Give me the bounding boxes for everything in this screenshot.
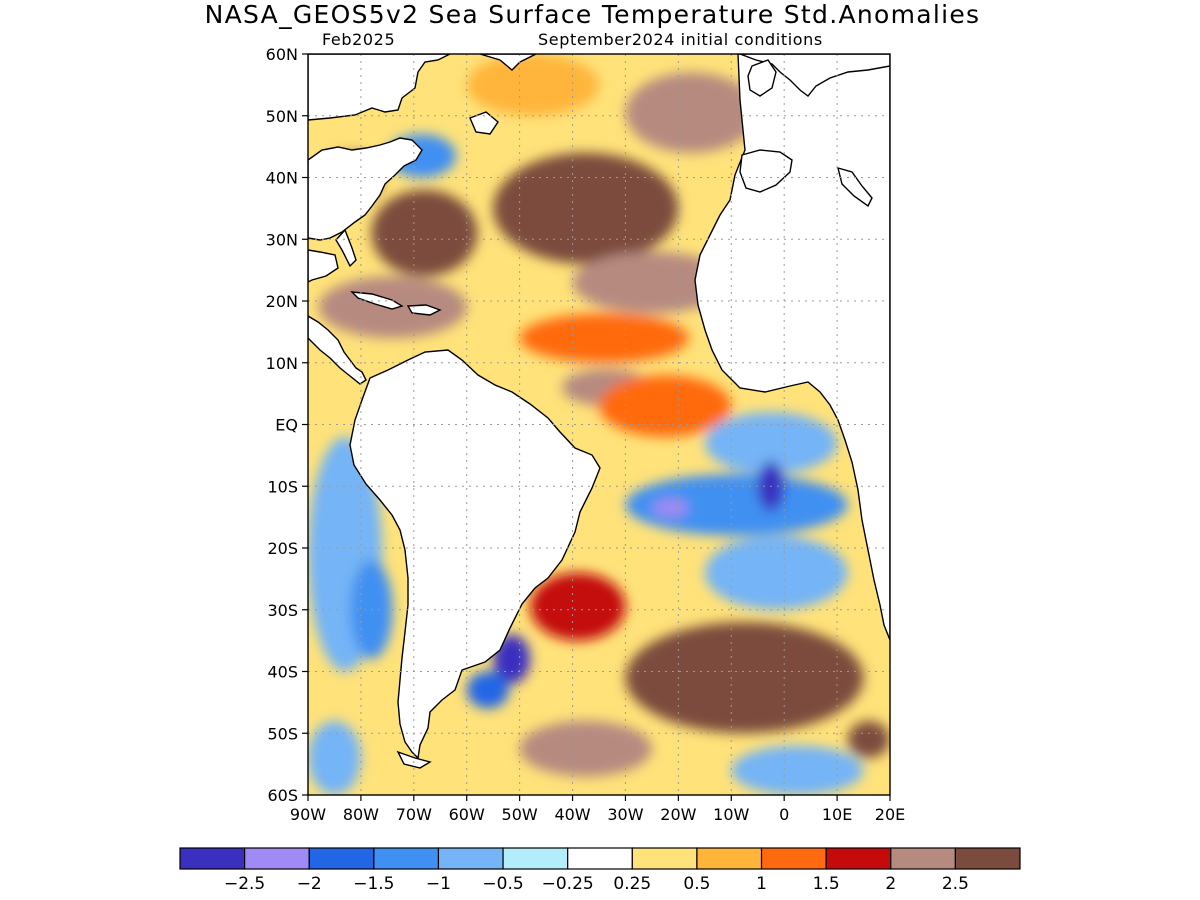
lat-tick-label: 30S bbox=[267, 601, 298, 620]
anomaly-region-10 bbox=[599, 375, 732, 437]
europe bbox=[739, 54, 890, 97]
longitude-axis: 90W 80W 70W 60W 50W 40W 30W 20W 10W 0 10E 20E bbox=[290, 795, 905, 824]
africa bbox=[694, 54, 890, 641]
lon-tick-label: 0 bbox=[779, 805, 789, 824]
anomaly-region-14 bbox=[651, 498, 689, 518]
lat-tick-label: 10N bbox=[266, 354, 298, 373]
lat-tick-label: 10S bbox=[267, 477, 298, 496]
lat-tick-label: 50N bbox=[266, 107, 298, 126]
lat-tick-label: 60S bbox=[267, 786, 298, 805]
anomaly-region-19 bbox=[466, 671, 510, 709]
anomaly-region-6 bbox=[466, 54, 599, 116]
latitude-axis: 60N 50N 40N 30N 20N 10N EQ 10S 20S 30S 40S 50S 60S bbox=[266, 45, 308, 805]
lon-tick-label: 20E bbox=[875, 805, 905, 824]
anomaly-region-5 bbox=[625, 72, 758, 153]
colorbar-swatch bbox=[179, 847, 246, 870]
north-america-land bbox=[308, 54, 451, 121]
lat-tick-label: 50S bbox=[267, 724, 298, 743]
anomaly-region-24 bbox=[847, 720, 890, 758]
anomaly-region-21 bbox=[625, 622, 864, 734]
colorbar-label: 1.5 bbox=[813, 874, 840, 894]
lat-tick-label: 60N bbox=[266, 45, 298, 64]
colorbar-swatch bbox=[437, 847, 504, 870]
tierra-del-fuego bbox=[396, 750, 432, 769]
land-masses bbox=[308, 54, 890, 769]
lat-tick-label: 30N bbox=[266, 230, 298, 249]
colorbar-label: 1 bbox=[756, 874, 767, 894]
anomaly-region-23 bbox=[731, 745, 864, 795]
initial-conditions: September2024 initial conditions bbox=[538, 30, 823, 49]
south-america bbox=[349, 349, 601, 760]
colorbar-swatch bbox=[696, 847, 763, 870]
anomaly-region-25 bbox=[308, 720, 361, 795]
anomaly-region-22 bbox=[519, 720, 652, 777]
colorbar-swatch bbox=[825, 847, 892, 870]
forecast-month: Feb2025 bbox=[322, 30, 396, 49]
colorbar-swatch bbox=[760, 847, 827, 870]
anomaly-region-20 bbox=[530, 572, 626, 641]
colorbar-label: 0.5 bbox=[683, 874, 710, 894]
florida bbox=[335, 228, 357, 268]
colorbar: −2.5 −2 −1.5 −1 −0.5 −0.25 0.25 0.5 1 1.5 2 2.5 bbox=[179, 847, 1021, 894]
anomaly-region-12 bbox=[625, 473, 848, 536]
anomaly-region-18 bbox=[493, 634, 531, 684]
anomaly-region-4 bbox=[572, 251, 732, 314]
colorbar-label: −2.5 bbox=[224, 874, 265, 894]
lat-tick-label: 40S bbox=[267, 663, 298, 682]
colorbar-label: 2 bbox=[885, 874, 896, 894]
newfoundland bbox=[469, 111, 499, 135]
colorbar-swatch bbox=[567, 847, 633, 870]
greenland-south bbox=[479, 54, 537, 71]
lon-tick-label: 70W bbox=[396, 805, 432, 824]
colorbar-swatch bbox=[954, 847, 1021, 870]
uk bbox=[747, 59, 777, 97]
hispaniola bbox=[406, 304, 442, 316]
lon-tick-label: 90W bbox=[290, 805, 326, 824]
colorbar-label: −1.5 bbox=[353, 874, 394, 894]
lon-tick-label: 30W bbox=[607, 805, 643, 824]
colorbar-swatch bbox=[373, 847, 440, 870]
colorbar-swatch bbox=[502, 847, 569, 870]
colorbar-label: 2.5 bbox=[942, 874, 969, 894]
colorbar-label: −0.25 bbox=[542, 874, 594, 894]
lat-tick-label: 40N bbox=[266, 169, 298, 188]
colorbar-label: 0.25 bbox=[613, 874, 651, 894]
anomaly-region-11 bbox=[704, 412, 838, 474]
anomaly-region-8 bbox=[519, 313, 689, 363]
lon-tick-label: 10E bbox=[822, 805, 852, 824]
colorbar-label: −2 bbox=[297, 874, 322, 894]
north-america-coast bbox=[308, 137, 423, 241]
lat-tick-label: 20S bbox=[267, 539, 298, 558]
anomaly-region-3 bbox=[493, 152, 679, 264]
lon-tick-label: 20W bbox=[660, 805, 696, 824]
lat-tick-label: 20N bbox=[266, 292, 298, 311]
lon-tick-label: 40W bbox=[554, 805, 590, 824]
lon-tick-label: 10W bbox=[713, 805, 749, 824]
colorbar-swatch bbox=[308, 847, 375, 870]
colorbar-label: −1 bbox=[426, 874, 451, 894]
italy bbox=[837, 166, 873, 208]
central-america bbox=[308, 315, 367, 385]
map-grid bbox=[308, 54, 890, 795]
colorbar-swatch bbox=[890, 847, 956, 870]
colorbar-swatch bbox=[631, 847, 698, 870]
lat-tick-label: EQ bbox=[275, 416, 298, 435]
iberia bbox=[739, 149, 793, 193]
lon-tick-label: 60W bbox=[449, 805, 485, 824]
lon-tick-label: 50W bbox=[502, 805, 538, 824]
map-title: NASA_GEOS5v2 Sea Surface Temperature Std… bbox=[204, 0, 981, 29]
lon-tick-label: 80W bbox=[343, 805, 379, 824]
anomaly-region-2 bbox=[371, 189, 478, 277]
colorbar-swatch bbox=[244, 847, 310, 870]
anomaly-region-15 bbox=[704, 535, 848, 610]
colorbar-label: −0.5 bbox=[482, 874, 523, 894]
